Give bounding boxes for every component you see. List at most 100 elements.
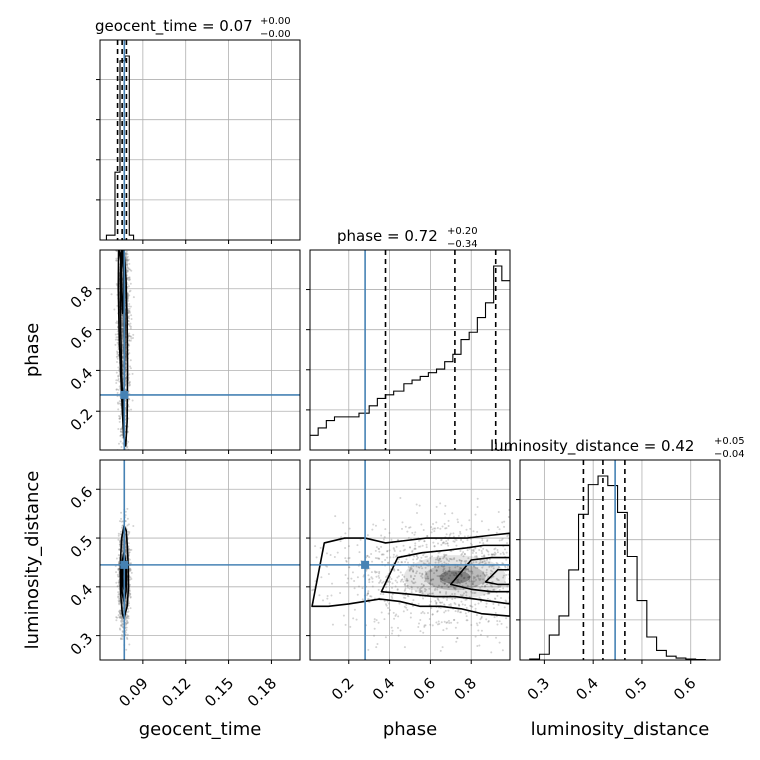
sample-point: [536, 565, 538, 567]
sample-point: [352, 617, 355, 620]
sample-point: [373, 620, 376, 623]
sample-point: [126, 295, 129, 298]
sample-point: [477, 629, 480, 632]
sample-point: [378, 572, 381, 575]
sample-point: [120, 638, 123, 641]
sample-point: [121, 617, 124, 620]
sample-point: [125, 263, 128, 266]
sample-point: [512, 579, 514, 581]
sample-point: [546, 553, 548, 555]
sample-point: [528, 588, 530, 590]
sample-point: [404, 588, 407, 591]
sample-point: [115, 371, 118, 374]
sample-point: [126, 245, 128, 247]
sample-point: [422, 631, 425, 634]
sample-point: [125, 252, 128, 255]
sample-point: [121, 622, 124, 625]
hist-geocent-time: [100, 40, 300, 240]
density-blob-2: [439, 570, 471, 584]
sample-point: [477, 577, 480, 580]
sample-point: [120, 413, 123, 416]
sample-point: [120, 616, 123, 619]
sample-point: [129, 327, 132, 330]
sample-point: [374, 571, 377, 574]
sample-point: [478, 621, 481, 624]
sample-point: [123, 241, 125, 243]
sample-point: [124, 623, 127, 626]
sample-point: [526, 573, 528, 575]
sample-point: [117, 593, 120, 596]
sample-point: [429, 568, 432, 571]
sample-point: [125, 244, 127, 246]
sample-point: [368, 578, 371, 581]
sample-point: [124, 241, 126, 243]
sample-point: [499, 552, 502, 555]
sample-point: [447, 586, 450, 589]
sample-point: [560, 560, 562, 562]
sample-point: [125, 599, 128, 602]
sample-point: [465, 594, 468, 597]
hist-step-luminosity-distance: [520, 475, 720, 660]
sample-point: [447, 519, 450, 522]
sample-point: [454, 597, 457, 600]
sample-point: [127, 296, 130, 299]
sample-point: [378, 547, 381, 550]
sample-point: [487, 592, 490, 595]
sample-point: [126, 614, 129, 617]
sample-point: [434, 600, 437, 603]
sample-point: [118, 385, 121, 388]
sample-point: [129, 335, 132, 338]
sample-point: [129, 569, 132, 572]
sample-point: [430, 592, 433, 595]
sample-point: [120, 234, 122, 236]
title-lumdist-up: +0.05: [714, 436, 745, 447]
sample-point: [450, 550, 453, 553]
sample-point: [120, 617, 123, 620]
sample-point: [387, 561, 390, 564]
sample-point: [443, 620, 446, 623]
sample-point: [127, 334, 130, 337]
sample-point: [116, 401, 119, 404]
sample-point: [503, 606, 506, 609]
sample-point: [128, 593, 131, 596]
sample-point: [526, 574, 528, 576]
sample-point: [552, 587, 554, 589]
sample-point: [428, 562, 431, 565]
sample-point: [116, 333, 119, 336]
sample-point: [555, 666, 557, 668]
sample-point: [466, 666, 468, 668]
sample-point: [120, 616, 123, 619]
sample-point: [409, 616, 412, 619]
sample-point: [465, 568, 468, 571]
sample-point: [464, 598, 467, 601]
sample-point: [487, 592, 490, 595]
sample-point: [461, 594, 464, 597]
sample-point: [563, 562, 565, 564]
sample-point: [503, 520, 506, 523]
sample-point: [375, 546, 378, 549]
sample-point: [428, 587, 431, 590]
sample-point: [478, 579, 481, 582]
sample-point: [128, 278, 131, 281]
sample-point: [117, 402, 120, 405]
sample-point: [482, 571, 485, 574]
sample-point: [442, 541, 445, 544]
sample-point: [472, 548, 475, 551]
sample-point: [412, 570, 415, 573]
sample-point: [390, 577, 393, 580]
sample-point: [444, 570, 447, 573]
sample-point: [128, 334, 131, 337]
sample-point: [437, 566, 440, 569]
sample-point: [435, 569, 438, 572]
sample-point: [474, 576, 477, 579]
sample-point: [457, 581, 460, 584]
sample-point: [439, 577, 442, 580]
hist-phase: [310, 250, 510, 450]
sample-point: [377, 557, 380, 560]
sample-point: [421, 567, 424, 570]
sample-point: [441, 579, 444, 582]
sample-point: [565, 571, 567, 573]
sample-point: [383, 618, 386, 621]
sample-point: [546, 576, 548, 578]
xtick-label-geocent-time-0: 0.09: [115, 674, 151, 710]
